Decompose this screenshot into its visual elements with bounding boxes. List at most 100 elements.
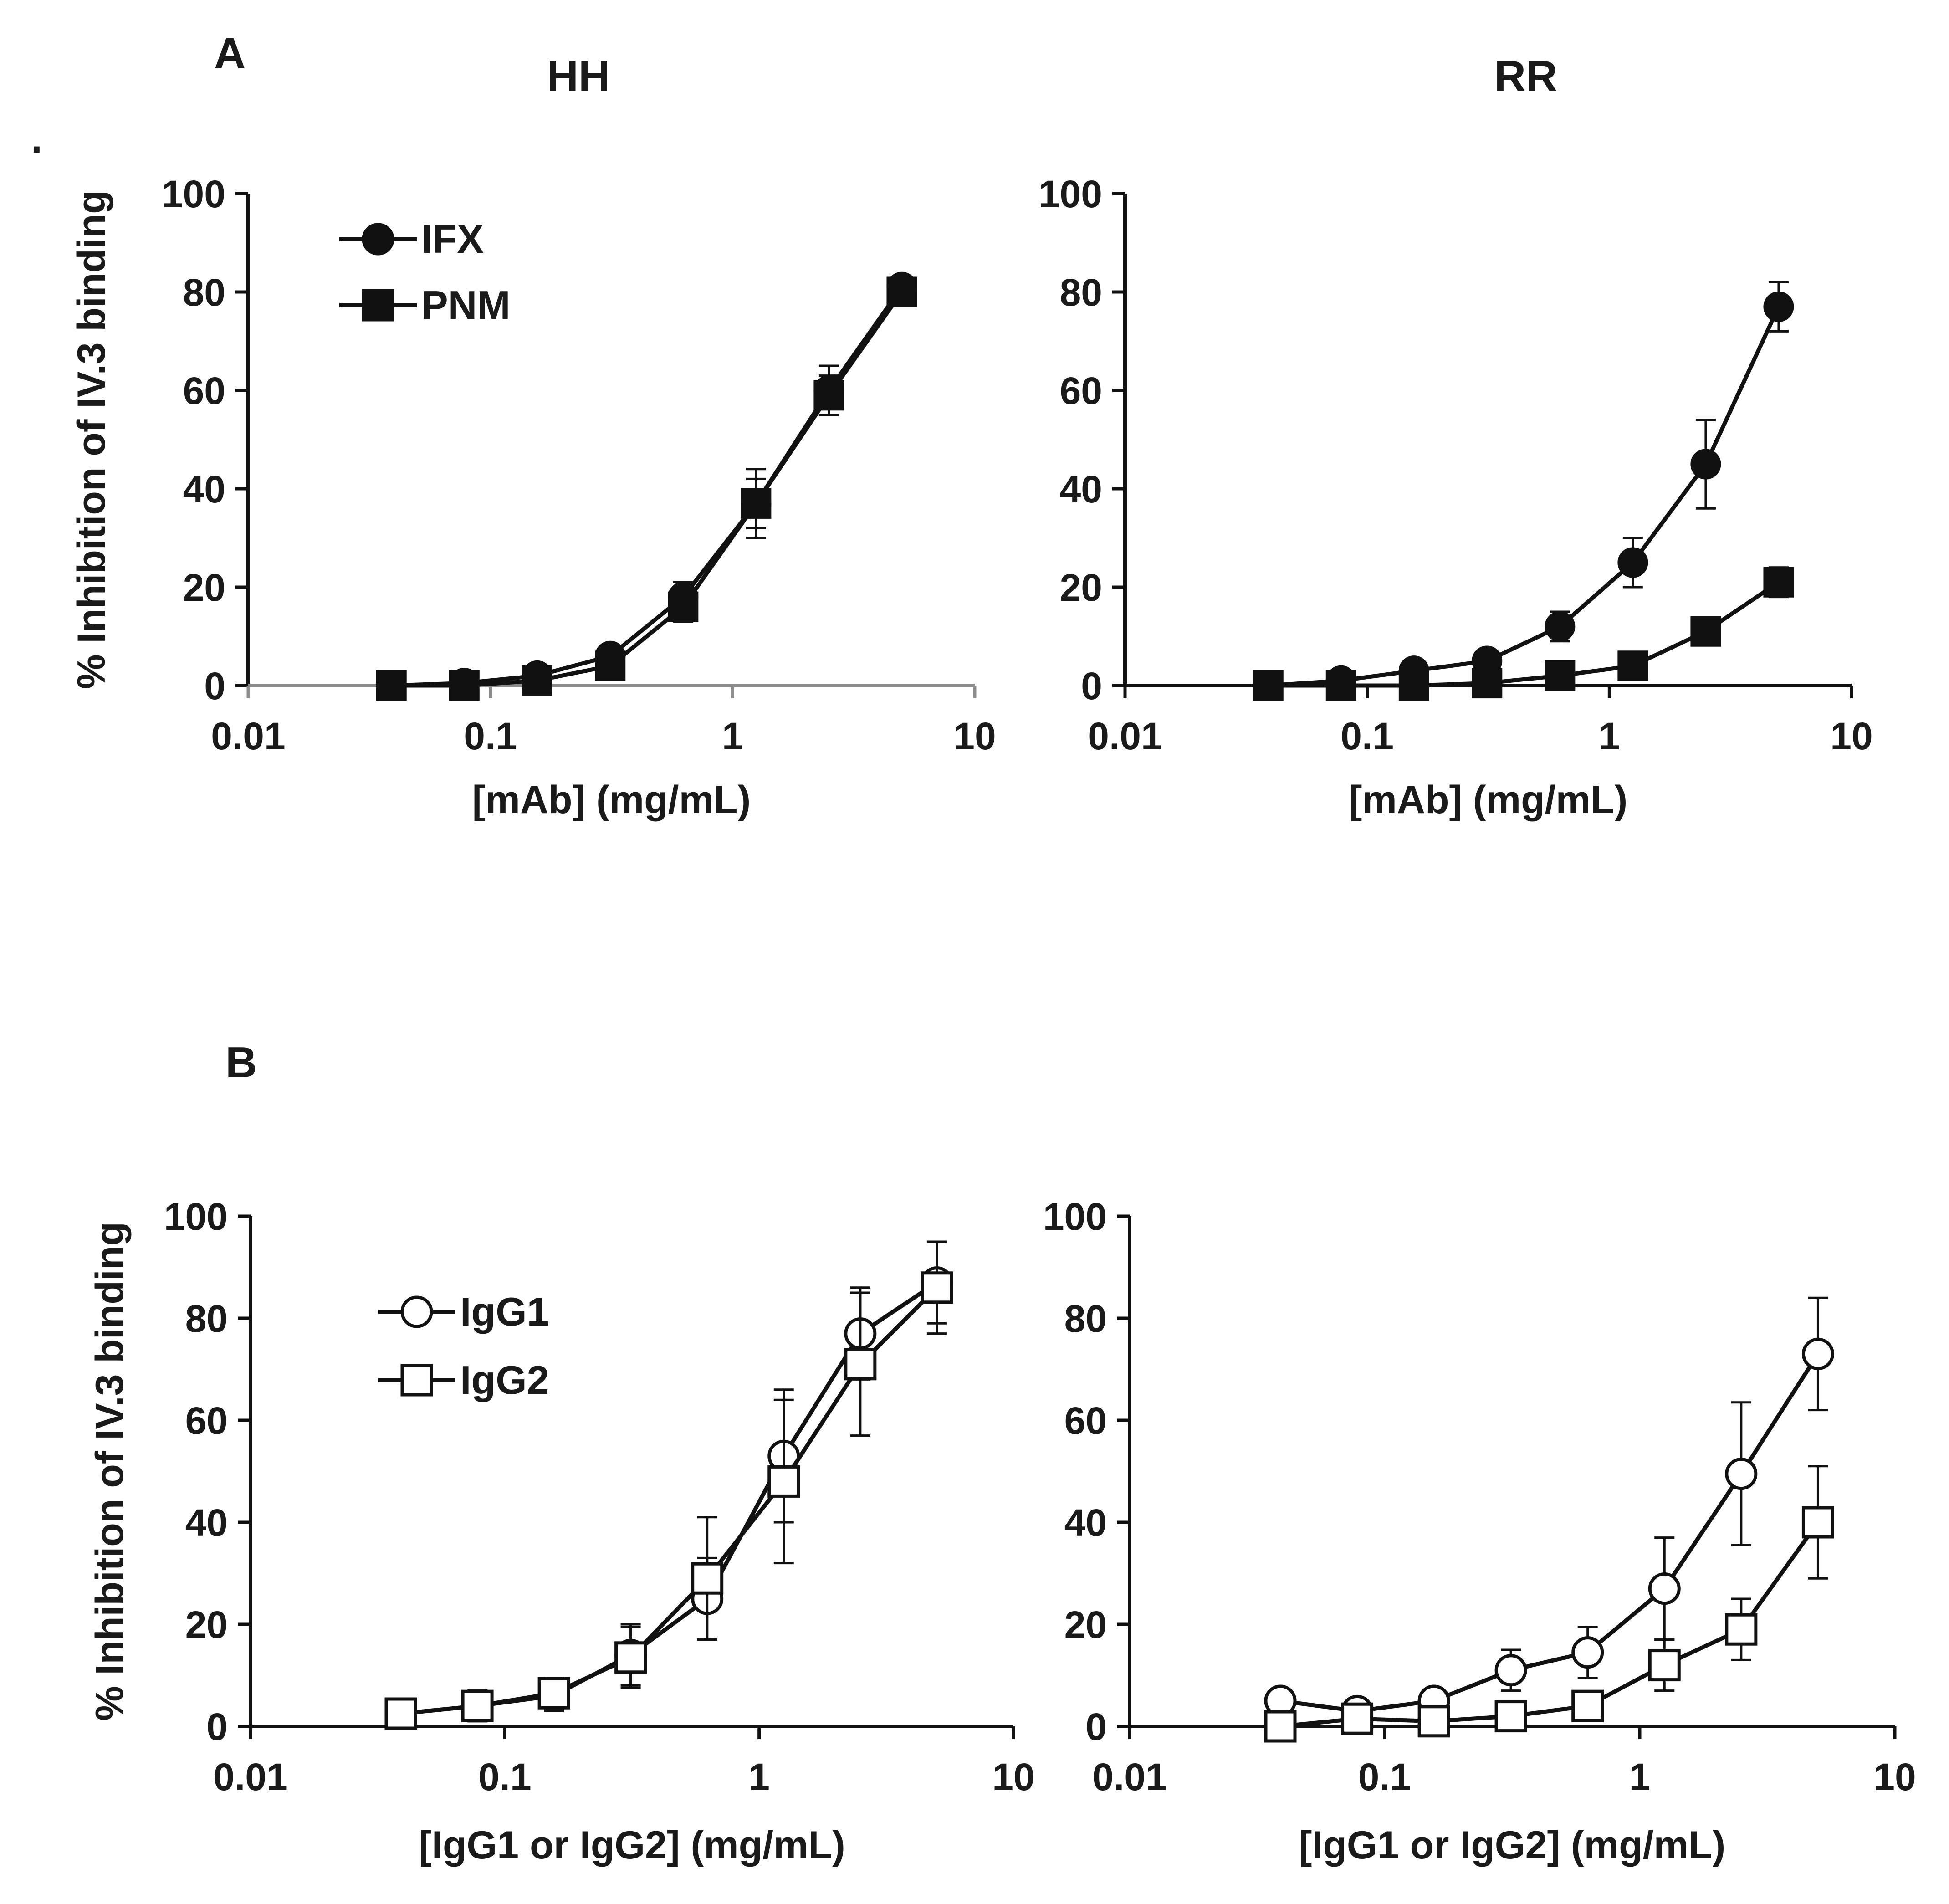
data-point — [1325, 670, 1356, 701]
legend-label: PNM — [421, 282, 511, 328]
data-point — [1690, 616, 1721, 647]
chart-A-RR: RR 0 20 40 60 80 100 0.01 0.1 1 10 [mAb] (mg/mL) — [1038, 52, 1873, 822]
legend-label: IgG1 — [460, 1289, 549, 1334]
series-igg1 — [1264, 1296, 1834, 1727]
data-point — [1472, 668, 1503, 699]
data-point — [1648, 1649, 1681, 1682]
series-igg2 — [384, 1240, 953, 1730]
data-point — [1725, 1458, 1758, 1490]
legend-label: IgG2 — [460, 1357, 549, 1402]
y-tick-label: 60 — [1064, 1399, 1107, 1442]
data-point — [1763, 291, 1794, 322]
data-point — [1494, 1654, 1527, 1687]
stray-dot: . — [31, 116, 42, 162]
data-point — [1801, 1337, 1834, 1370]
data-point — [1690, 449, 1721, 480]
y-tick-label: 80 — [1060, 271, 1102, 314]
y-axis-label: % Inhibition of IV.3 binding — [70, 190, 113, 689]
data-point — [1725, 1613, 1758, 1646]
data-point — [1571, 1636, 1604, 1669]
data-point — [1417, 1705, 1450, 1738]
y-tick-label: 100 — [1043, 1195, 1107, 1238]
data-point — [1253, 670, 1284, 701]
panel-label-a: A — [214, 29, 246, 78]
data-point — [1571, 1689, 1604, 1722]
chart-B-HH: 0 20 40 60 80 100 0.01 0.1 1 10 [IgG1 or IgG2] (mg… — [88, 1195, 1035, 1867]
data-point — [614, 1641, 647, 1674]
data-point — [1264, 1710, 1297, 1743]
data-point — [1648, 1572, 1681, 1605]
legend-marker — [362, 289, 394, 322]
legend-item-pnm: PNM — [339, 282, 511, 328]
series-pnm — [1253, 566, 1794, 701]
x-tick-label: 0.1 — [478, 1756, 532, 1798]
data-point — [1763, 567, 1794, 598]
y-tick-label: 0 — [206, 1705, 228, 1748]
legend-label: IFX — [421, 216, 484, 261]
x-tick-label: 10 — [992, 1756, 1034, 1798]
chart-A-HH: HH 0 20 40 60 80 100 0.01 0.1 1 10 [mAb] (mg/mL) % I… — [70, 52, 996, 822]
data-point — [522, 665, 552, 696]
y-tick-label: 80 — [183, 271, 225, 314]
x-tick-label: 0.01 — [213, 1756, 288, 1798]
data-point — [1545, 611, 1576, 642]
series-line — [391, 286, 904, 688]
x-tick-label: 0.01 — [1088, 715, 1162, 758]
x-axis-label: [IgG1 or IgG2] (mg/mL) — [1299, 1823, 1725, 1867]
x-tick-label: 10 — [1830, 715, 1872, 758]
data-point — [376, 670, 407, 701]
y-tick-label: 60 — [1060, 369, 1102, 412]
data-point — [921, 1271, 953, 1304]
y-tick-label: 0 — [1081, 665, 1102, 707]
x-tick-label: 10 — [1873, 1756, 1916, 1798]
y-tick-label: 80 — [1064, 1297, 1107, 1340]
legend-item-ifx: IFX — [339, 216, 484, 261]
legend-marker — [362, 223, 394, 256]
x-tick-label: 1 — [748, 1756, 770, 1798]
y-tick-label: 80 — [185, 1297, 228, 1340]
y-tick-label: 60 — [185, 1399, 228, 1442]
data-point — [1398, 670, 1429, 701]
y-tick-label: 20 — [1064, 1603, 1107, 1646]
data-point — [1617, 547, 1648, 578]
legend-item-igg1: IgG1 — [378, 1289, 549, 1334]
series-igg2 — [1264, 1465, 1834, 1743]
y-tick-label: 60 — [183, 369, 225, 412]
data-point — [844, 1348, 877, 1381]
x-tick-label: 1 — [1629, 1756, 1651, 1798]
data-point — [1617, 650, 1648, 681]
data-point — [1494, 1700, 1527, 1733]
data-point — [813, 380, 844, 411]
legend-item-igg2: IgG2 — [378, 1357, 549, 1402]
data-point — [1801, 1506, 1834, 1539]
x-tick-label: 0.1 — [1340, 715, 1394, 758]
chart-title: HH — [547, 52, 610, 101]
y-tick-label: 0 — [204, 665, 225, 707]
x-axis-label: [mAb] (mg/mL) — [1349, 778, 1627, 822]
legend-marker — [400, 1295, 433, 1328]
legend-marker — [400, 1364, 433, 1397]
x-tick-label: 1 — [722, 715, 743, 758]
data-point — [384, 1697, 417, 1730]
series-line — [1280, 1352, 1820, 1713]
data-point — [886, 276, 917, 307]
y-tick-label: 100 — [162, 173, 225, 215]
x-axis-label: [IgG1 or IgG2] (mg/mL) — [419, 1823, 845, 1867]
y-axis-label: % Inhibition of IV.3 binding — [88, 1222, 132, 1721]
x-tick-label: 0.1 — [464, 715, 517, 758]
y-tick-label: 40 — [1060, 468, 1102, 511]
x-tick-label: 0.1 — [1358, 1756, 1412, 1798]
y-tick-label: 40 — [185, 1501, 228, 1544]
chart-title: RR — [1494, 52, 1558, 101]
data-point — [1341, 1702, 1374, 1735]
y-tick-label: 100 — [164, 1195, 228, 1238]
data-point — [1545, 660, 1576, 691]
x-tick-label: 0.01 — [211, 715, 286, 758]
y-tick-label: 20 — [1060, 566, 1102, 609]
panel-label-b: B — [225, 1038, 257, 1087]
x-axis-label: [mAb] (mg/mL) — [472, 778, 751, 822]
x-tick-label: 0.01 — [1092, 1756, 1167, 1798]
data-point — [668, 591, 699, 622]
data-point — [461, 1689, 494, 1722]
